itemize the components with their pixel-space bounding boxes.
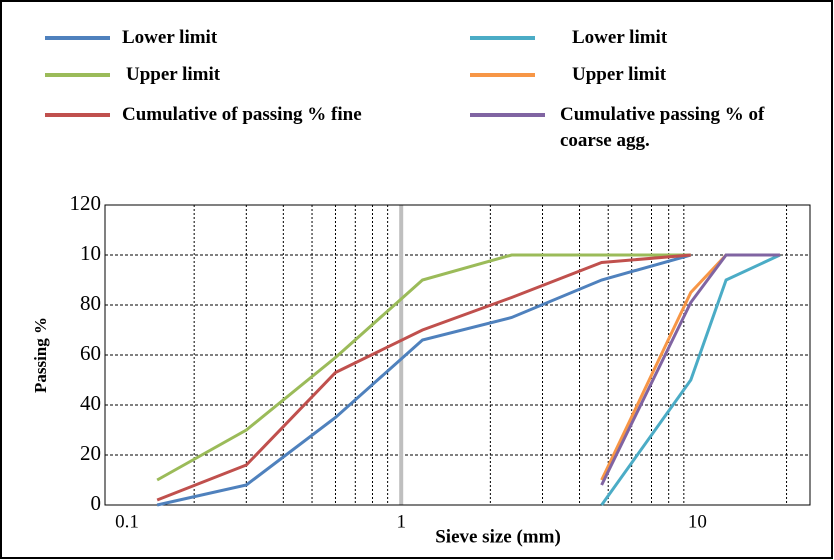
legend-label: Upper limit bbox=[126, 64, 221, 85]
legend-label: Upper limit bbox=[572, 64, 667, 85]
legend-swatch bbox=[470, 113, 545, 117]
y-tick-label: 80 bbox=[80, 291, 101, 315]
y-tick-label: 10 bbox=[80, 241, 101, 265]
x-axis-label: Sieve size (mm) bbox=[435, 526, 561, 547]
legend-swatch bbox=[45, 36, 110, 40]
y-tick-label: 20 bbox=[80, 441, 101, 465]
series-line bbox=[156, 253, 692, 507]
series-line bbox=[156, 253, 691, 502]
x-tick-label: 0.1 bbox=[115, 511, 139, 532]
y-tick-label: 40 bbox=[80, 391, 101, 415]
plot-frame bbox=[104, 204, 811, 506]
y-axis-label: Passing % bbox=[31, 317, 50, 393]
y-tick-label: 60 bbox=[80, 341, 101, 365]
legend-label: Lower limit bbox=[572, 27, 668, 48]
x-tick-label: 1 bbox=[396, 511, 406, 532]
legend-swatch bbox=[470, 36, 535, 40]
legend-swatch bbox=[45, 73, 110, 77]
legend-swatch bbox=[45, 113, 110, 117]
series-line bbox=[600, 253, 780, 486]
series-line bbox=[600, 253, 781, 506]
x-tick-label: 10 bbox=[688, 511, 707, 532]
legend-label: Lower limit bbox=[122, 27, 218, 48]
y-tick-label: 120 bbox=[70, 191, 102, 215]
series-line bbox=[156, 253, 691, 482]
y-tick-label: 0 bbox=[91, 491, 102, 515]
legend-swatch bbox=[470, 73, 535, 77]
legend-label: Cumulative passing % of coarse agg. bbox=[560, 104, 765, 151]
legend-label: Cumulative of passing % fine bbox=[122, 104, 362, 125]
